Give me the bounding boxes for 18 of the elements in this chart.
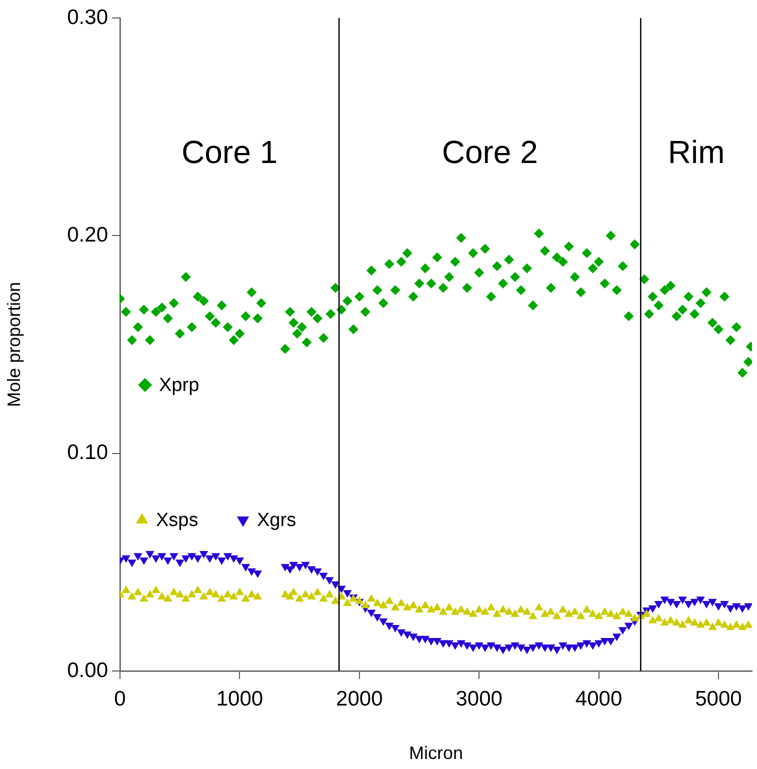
x-tick-label: 3000 [456,687,502,710]
x-tick-label: 2000 [336,687,383,710]
legend-label: Xsps [156,510,198,532]
y-tick-label: 0.00 [67,658,108,682]
x-tick-label: 0 [114,687,126,710]
y-tick-label: 0.30 [67,6,108,29]
legend-label: Xprp [159,375,200,396]
annotation: Rim [668,134,725,170]
y-tick-label: 0.20 [67,223,108,246]
x-tick-label: 4000 [575,687,622,710]
legend-label: Xgrs [257,510,296,532]
x-tick-label: 1000 [216,687,264,710]
annotation: Core 2 [442,134,538,170]
x-tick-label: 5000 [695,687,742,710]
annotation: Core 1 [182,134,278,170]
y-tick-label: 0.10 [67,441,108,464]
x-axis-title: Micron [408,743,464,764]
y-axis-title: Mole proportion [4,282,24,408]
